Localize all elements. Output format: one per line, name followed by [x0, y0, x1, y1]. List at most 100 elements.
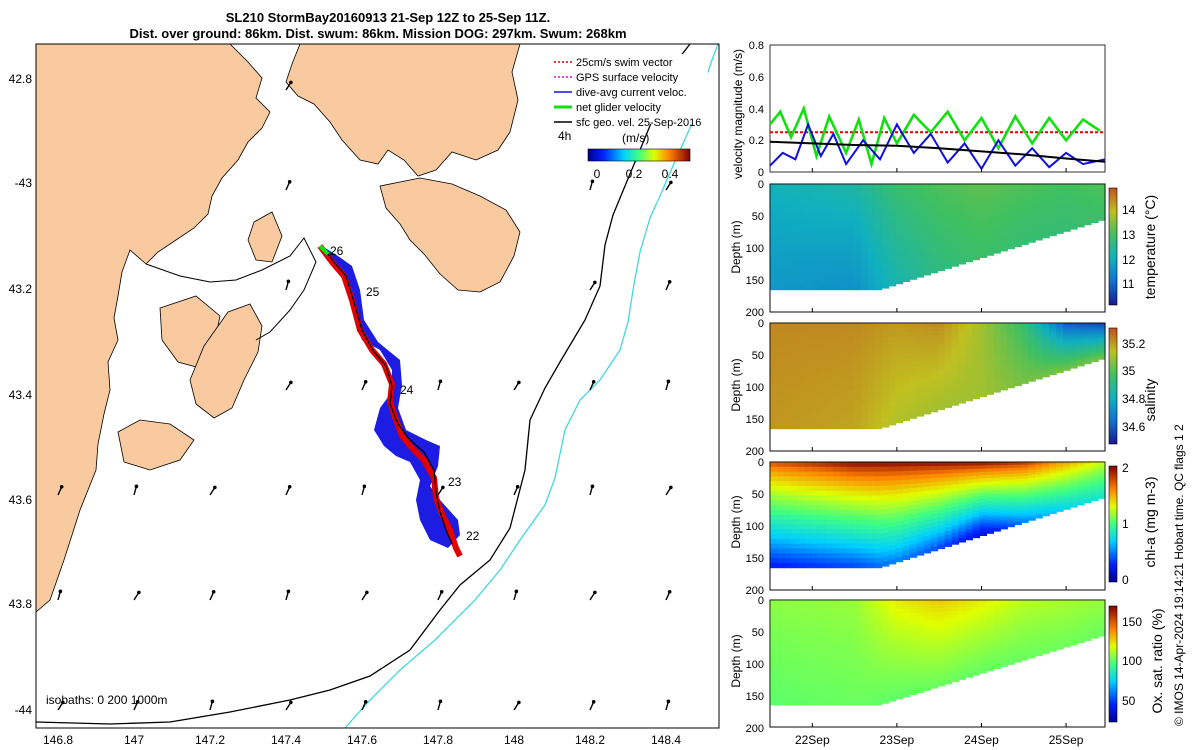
section-cell: [853, 676, 862, 682]
section-cell: [1042, 325, 1050, 329]
section-cell: [1000, 380, 1008, 385]
section-cell: [1077, 344, 1085, 347]
section-cell: [979, 230, 987, 235]
section-cell: [923, 393, 932, 398]
section-cell: [846, 347, 855, 353]
section-cell: [874, 193, 883, 199]
section-cell: [1042, 503, 1050, 507]
section-cell: [895, 242, 904, 248]
section-cell: [944, 369, 953, 374]
section-cell: [909, 274, 918, 280]
section-cell: [937, 326, 946, 332]
section-cell: [860, 414, 869, 420]
section-cell: [1091, 613, 1099, 617]
section-cell: [818, 188, 827, 195]
section-cell: [895, 233, 904, 239]
section-cell: [902, 246, 911, 251]
section-cell: [930, 462, 939, 467]
section-cell: [1091, 622, 1099, 625]
depth-tick: 50: [752, 350, 764, 362]
section-cell: [902, 626, 911, 632]
section-cell: [881, 518, 890, 524]
section-cell: [1049, 221, 1057, 225]
section-cell: [804, 327, 813, 334]
section-cell: [958, 238, 966, 243]
section-cell: [1056, 210, 1064, 214]
section-cell: [1014, 203, 1022, 208]
section-cell: [965, 638, 973, 643]
section-cell: [853, 462, 862, 468]
section-cell: [944, 600, 953, 605]
section-cell: [777, 690, 785, 696]
section-cell: [874, 524, 883, 530]
section-cell: [979, 669, 987, 674]
section-cell: [1091, 196, 1099, 199]
section-cell: [909, 548, 918, 554]
section-cell: [784, 609, 792, 615]
section-cell: [1098, 197, 1106, 200]
section-cell: [770, 519, 778, 525]
section-cells: [770, 462, 1106, 569]
section-cell: [930, 628, 939, 633]
section-cell: [1028, 623, 1036, 627]
section-cell: [958, 502, 966, 507]
section-cell: [1077, 184, 1085, 187]
section-cell: [937, 199, 946, 205]
section-cell: [986, 339, 994, 343]
section-cell: [818, 638, 827, 644]
section-cell: [867, 510, 876, 516]
section-cell: [1035, 214, 1043, 218]
section-cell: [1084, 206, 1092, 209]
section-cell: [1063, 468, 1071, 472]
section-cell: [888, 696, 897, 702]
section-cell: [944, 338, 953, 343]
section-cell: [874, 500, 883, 506]
surface-velocity-arrow-head: [515, 484, 520, 489]
section-cell: [804, 371, 813, 377]
section-cell: [972, 242, 980, 247]
section-cell: [888, 554, 897, 560]
section-cell: [777, 481, 785, 487]
section-cell: [881, 661, 890, 667]
section-cell: [979, 237, 987, 242]
section-cell: [804, 505, 813, 511]
section-cell: [1000, 504, 1008, 509]
section-cell: [770, 337, 778, 343]
section-cell: [777, 671, 785, 677]
section-cell: [867, 661, 876, 668]
section-cell: [993, 373, 1001, 377]
section-cell: [916, 373, 925, 379]
section-cell: [930, 236, 939, 241]
section-cell: [825, 284, 834, 291]
section-cell: [874, 657, 883, 663]
section-cell: [1084, 605, 1092, 608]
section-cell: [965, 497, 973, 502]
section-cell: [881, 422, 890, 428]
section-cell: [797, 366, 806, 372]
depth-tick: 150: [746, 275, 764, 287]
section-cell: [909, 509, 918, 515]
section-cell: [958, 220, 966, 225]
section-cell: [986, 651, 994, 656]
section-cell: [944, 207, 953, 212]
section-cell: [923, 682, 932, 687]
section-cell: [853, 600, 862, 606]
section-cell: [1098, 332, 1106, 336]
section-cell: [1014, 642, 1022, 646]
section-cell: [1028, 493, 1036, 497]
section-cell: [853, 270, 862, 276]
section-cell: [1000, 190, 1008, 194]
section-cell: [784, 657, 792, 663]
section-cell: [860, 534, 869, 540]
section-cell: [832, 366, 841, 372]
section-cell: [804, 690, 813, 696]
section-cell: [1007, 497, 1015, 501]
section-cell: [1063, 636, 1071, 639]
section-cell: [832, 510, 841, 516]
section-cell: [874, 647, 883, 653]
section-cell: [958, 330, 966, 335]
section-cell: [874, 423, 883, 430]
section-cell: [958, 610, 966, 615]
section-cell: [1028, 605, 1036, 609]
section-cell: [1021, 347, 1029, 351]
